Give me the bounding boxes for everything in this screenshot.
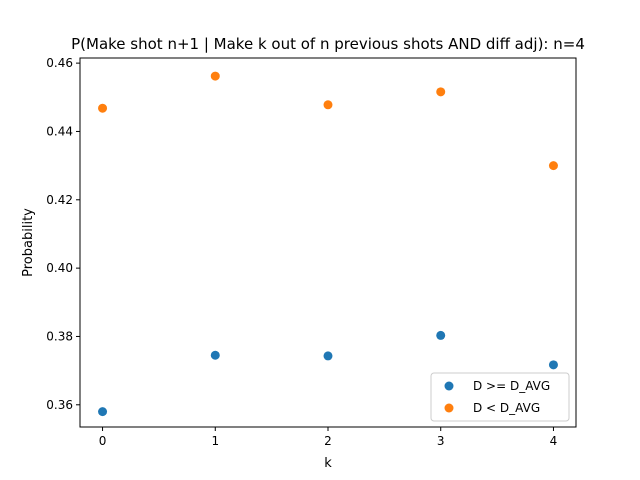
y-axis-label: Probability [21,208,36,277]
point-d-ge-d-avg-k1 [210,350,220,360]
plot-area [80,58,576,427]
y-tick-label: 0.42 [46,193,73,207]
point-d-lt-d-avg-k1 [210,71,220,81]
plot-frame [79,57,577,428]
legend: D >= D_AVG D < D_AVG [430,372,570,422]
x-tick-label: 3 [437,434,445,448]
point-d-ge-d-avg-k0 [98,407,108,417]
x-tick-label: 0 [99,434,107,448]
point-d-ge-d-avg-k4 [548,360,558,370]
y-tick-label: 0.36 [46,398,73,412]
point-d-ge-d-avg-k2 [323,351,333,361]
legend-marker-d-ge-davg [444,381,454,391]
y-tick-label: 0.46 [46,56,73,70]
y-tick-label: 0.44 [46,124,73,138]
y-tick-label: 0.38 [46,329,73,343]
point-d-lt-d-avg-k3 [436,87,446,97]
legend-label-d-ge-davg: D >= D_AVG [473,379,550,393]
point-d-lt-d-avg-k4 [548,161,558,171]
x-tick-label: 4 [550,434,558,448]
chart-title: P(Make shot n+1 | Make k out of n previo… [71,35,585,53]
x-tick-label: 2 [324,434,332,448]
point-d-lt-d-avg-k2 [323,100,333,110]
legend-label-d-lt-davg: D < D_AVG [473,401,540,415]
axes: 0 1 2 3 4 0.36 0.38 0.40 0.42 0.44 0.46 [46,56,557,448]
legend-box [430,372,570,422]
point-d-lt-d-avg-k0 [98,103,108,113]
point-d-ge-d-avg-k3 [436,330,446,340]
data-points [98,71,558,417]
x-axis-label: k [324,456,332,471]
x-tick-label: 1 [211,434,219,448]
legend-marker-d-lt-davg [444,403,454,413]
y-tick-label: 0.40 [46,261,73,275]
